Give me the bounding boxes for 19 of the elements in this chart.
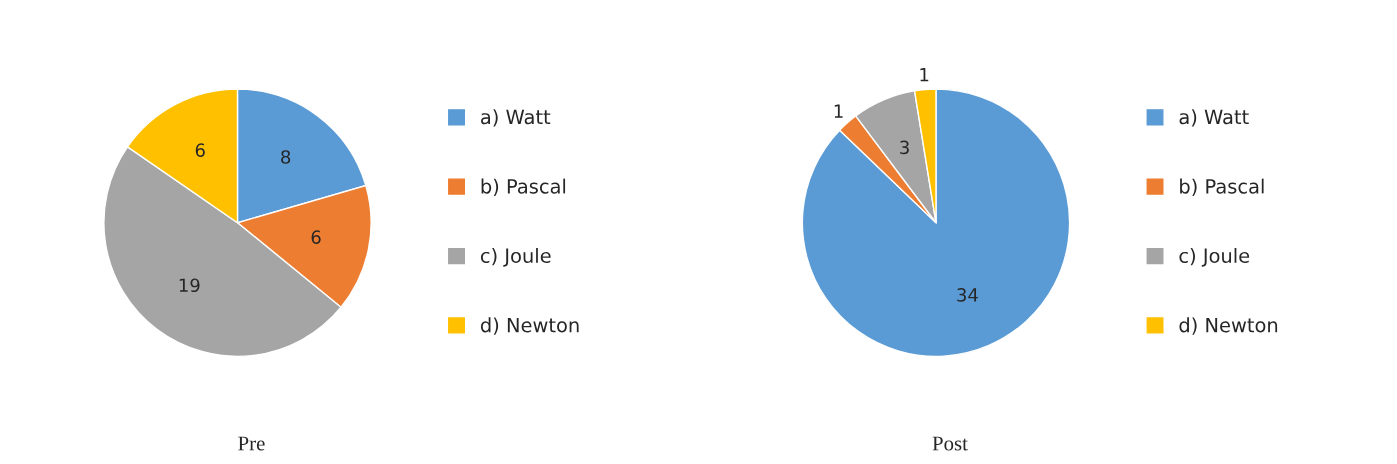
data-label: 3 <box>900 140 909 155</box>
data-label: 8 <box>281 150 291 164</box>
data-label: 1 <box>834 104 843 118</box>
data-label: 34 <box>957 288 978 302</box>
legend-label: d) Newton <box>480 317 579 335</box>
data-label: 6 <box>311 230 321 244</box>
data-label: 19 <box>179 278 200 293</box>
data-label: 6 <box>195 143 205 157</box>
legend-label: c) Joule <box>1179 248 1250 267</box>
text: Post <box>932 436 968 451</box>
pie-slice <box>801 88 1071 358</box>
legend-label: d) Newton <box>1179 317 1278 335</box>
text: Pre <box>238 436 265 451</box>
legend-label: a) Watt <box>481 109 551 127</box>
legend-label: a) Watt <box>1179 109 1249 127</box>
legend-label: b) Pascal <box>481 178 566 196</box>
data-label: 1 <box>920 68 929 82</box>
legend-label: c) Joule <box>480 248 551 267</box>
legend-label: b) Pascal <box>1180 178 1264 196</box>
